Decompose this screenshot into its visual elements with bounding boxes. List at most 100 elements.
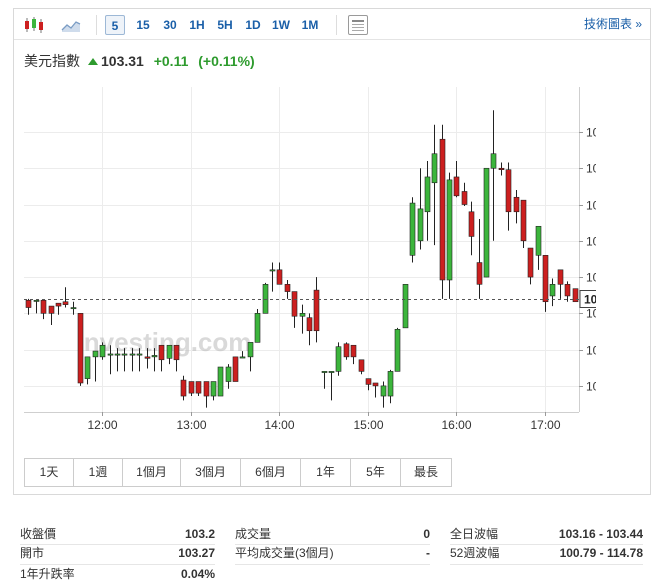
- candle-down: [173, 344, 180, 361]
- candle-up: [402, 284, 409, 329]
- candle-down: [291, 291, 298, 317]
- timeframe-15[interactable]: 15: [136, 18, 150, 32]
- stat-label: 成交量: [235, 527, 272, 541]
- candle-up: [549, 284, 556, 297]
- candle-up: [321, 371, 328, 373]
- stat-value: 103.2: [184, 527, 215, 541]
- candlestick-icon[interactable]: [23, 15, 45, 35]
- candle-up: [151, 355, 158, 358]
- candle-down: [343, 343, 350, 358]
- stat-label: 平均成交量(3個月): [235, 546, 334, 560]
- candle-up: [394, 328, 401, 372]
- candle-down: [62, 301, 69, 305]
- row-divider: [450, 564, 643, 565]
- range-1w[interactable]: 1週: [74, 459, 123, 486]
- candle-up: [380, 385, 387, 397]
- toolbar-divider: [336, 15, 337, 35]
- plot-area: [24, 87, 579, 412]
- candle-up: [217, 366, 224, 397]
- range-5y[interactable]: 5年: [351, 459, 401, 486]
- timeframe-30[interactable]: 30: [163, 18, 177, 32]
- candle-down: [306, 317, 313, 332]
- range-1d[interactable]: 1天: [25, 459, 74, 486]
- range-6m[interactable]: 6個月: [241, 459, 301, 486]
- candle-up: [535, 225, 542, 256]
- candle-down: [439, 138, 446, 281]
- candle-down: [564, 284, 571, 297]
- timeframe-1h[interactable]: 1H: [189, 18, 205, 32]
- toolbar-divider: [96, 15, 97, 35]
- range-1m[interactable]: 1個月: [123, 459, 181, 486]
- candle-down: [505, 169, 512, 213]
- chart-panel: 5 15 30 1H 5H 1D 1W 1M 技術圖表 » 美元指數 103.31…: [13, 8, 651, 495]
- candle-up: [409, 202, 416, 256]
- candle-down: [55, 302, 62, 307]
- chart-toolbar: 5 15 30 1H 5H 1D 1W 1M 技術圖表 »: [14, 9, 650, 40]
- stats-row: 1年升跌率 0.04%: [20, 564, 646, 584]
- row-divider: [235, 544, 430, 545]
- candle-down: [180, 379, 187, 397]
- stat-value: 0: [423, 527, 430, 541]
- stat-label: 52週波幅: [450, 546, 500, 560]
- area-chart-icon[interactable]: [60, 15, 82, 35]
- candle-down: [195, 381, 202, 394]
- candle-down: [461, 191, 468, 205]
- price-change-percent: (+0.11%): [198, 53, 255, 69]
- last-price: 103.31: [101, 53, 144, 69]
- candle-down: [520, 199, 527, 242]
- range-1y[interactable]: 1年: [301, 459, 351, 486]
- candle-down: [144, 356, 151, 359]
- candle-up: [107, 353, 114, 356]
- candle-up: [114, 353, 121, 356]
- timeframe-1d[interactable]: 1D: [245, 18, 261, 32]
- stat-value: 100.79 - 114.78: [559, 546, 643, 560]
- candle-up: [483, 167, 490, 278]
- technical-chart-link[interactable]: 技術圖表 »: [583, 17, 642, 31]
- candle-up: [335, 346, 342, 372]
- candle-down: [158, 344, 165, 361]
- row-divider: [20, 564, 215, 565]
- stat-value: 103.16 - 103.44: [558, 527, 643, 541]
- y-tick-label: 103.4250: [586, 126, 596, 140]
- range-3m[interactable]: 3個月: [181, 459, 241, 486]
- candle-up: [269, 269, 276, 272]
- candle-up: [70, 307, 77, 310]
- timeframe-5h[interactable]: 5H: [217, 18, 233, 32]
- candle-down: [372, 382, 379, 387]
- candle-down: [527, 247, 534, 278]
- x-tick-label: 17:00: [530, 418, 560, 432]
- timeframe-1w[interactable]: 1W: [272, 18, 290, 32]
- candle-down: [572, 288, 579, 303]
- candlestick-chart[interactable]: 12:00 13:00 14:00 15:00 16:00 17:00 103.4250 10…: [24, 87, 596, 445]
- candle-down: [232, 356, 239, 382]
- x-tick-label: 12:00: [87, 418, 117, 432]
- x-tick-label: 14:00: [264, 418, 294, 432]
- candle-down: [48, 305, 55, 314]
- stats-row: 開市 103.27 平均成交量(3個月) - 52週波幅 100.79 - 11…: [20, 543, 646, 563]
- candle-down: [25, 299, 32, 308]
- stat-value: 0.04%: [180, 567, 215, 581]
- range-max[interactable]: 最長: [401, 459, 451, 486]
- candle-up: [490, 153, 497, 169]
- timeframe-1m[interactable]: 1M: [301, 18, 319, 32]
- candle-down: [40, 299, 47, 314]
- candle-down: [557, 269, 564, 285]
- candle-down: [453, 176, 460, 197]
- stat-value: -: [426, 546, 430, 560]
- y-tick-label: 103.2750: [586, 344, 596, 358]
- quote-header: 美元指數 103.31 +0.11 (+0.11%): [24, 51, 255, 71]
- instrument-name: 美元指數: [24, 53, 80, 69]
- up-arrow-icon: [88, 57, 98, 65]
- candle-down: [542, 255, 549, 303]
- candle-up: [33, 299, 40, 302]
- timeframe-5[interactable]: 5: [105, 15, 125, 35]
- candle-up: [225, 366, 232, 382]
- candle-up: [121, 353, 128, 356]
- candle-down: [77, 313, 84, 384]
- row-divider: [450, 544, 643, 545]
- row-divider: [235, 564, 430, 565]
- table-view-icon[interactable]: [348, 15, 368, 35]
- candle-down: [313, 289, 320, 332]
- candle-up: [210, 381, 217, 397]
- candle-up: [262, 284, 269, 314]
